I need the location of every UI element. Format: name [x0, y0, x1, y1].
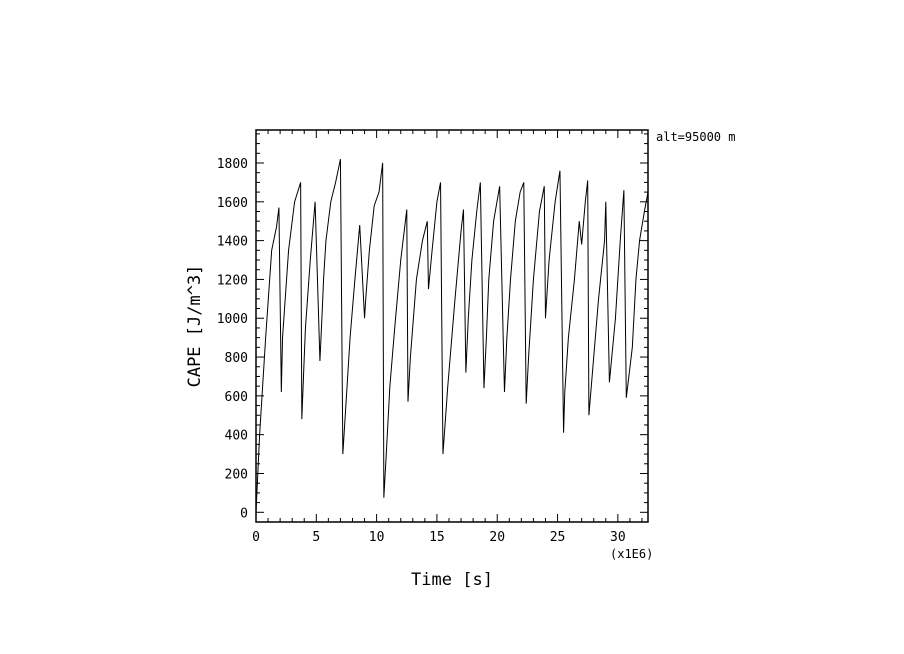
y-tick-label: 800 — [225, 351, 248, 366]
y-tick-label: 1800 — [217, 157, 248, 172]
y-tick-label: 200 — [225, 467, 248, 482]
altitude-annotation: alt=95000 m — [656, 130, 735, 144]
y-tick-label: 1000 — [217, 312, 248, 327]
y-tick-label: 1200 — [217, 273, 248, 288]
x-tick-label: 5 — [312, 530, 320, 545]
x-tick-label: 30 — [610, 530, 626, 545]
plot-frame — [255, 129, 649, 523]
x-tick-label: 20 — [489, 530, 505, 545]
y-tick-label: 1400 — [217, 235, 248, 250]
x-tick-label: 25 — [550, 530, 566, 545]
x-multiplier-label: (x1E6) — [610, 547, 653, 561]
y-tick-labels: 0 200 400 600 800 1000 1200 1400 1600 1800 — [217, 157, 248, 521]
x-axis-title: Time [s] — [411, 570, 493, 590]
x-tick-label: 0 — [252, 530, 260, 545]
x-tick-label: 10 — [369, 530, 385, 545]
x-tick-labels: 0 5 10 15 20 25 30 — [252, 530, 626, 545]
y-tick-label: 400 — [225, 429, 248, 444]
y-tick-label: 1600 — [217, 196, 248, 211]
y-tick-label: 600 — [225, 390, 248, 405]
cape-series-line — [255, 159, 649, 513]
y-tick-label: 0 — [240, 506, 248, 521]
axis-ticks — [255, 130, 648, 523]
y-axis-title: CAPE [J/m^3] — [185, 265, 205, 388]
x-tick-label: 15 — [429, 530, 445, 545]
